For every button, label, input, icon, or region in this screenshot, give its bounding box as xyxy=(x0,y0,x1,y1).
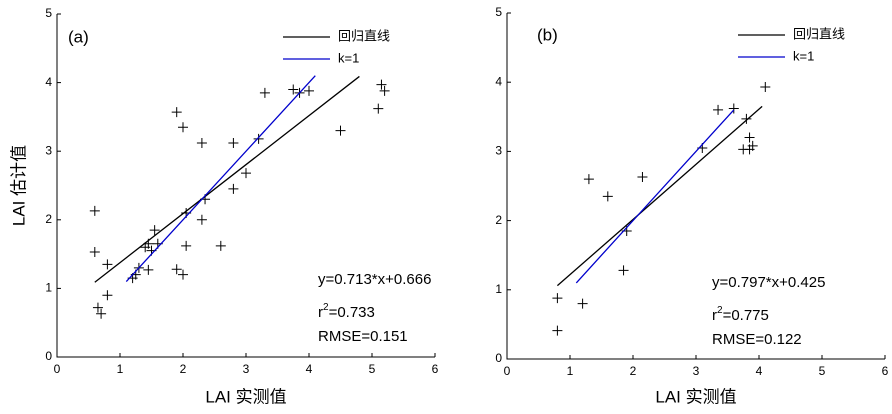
x-tick-label: 2 xyxy=(630,364,637,378)
r-squared: r2=0.733 xyxy=(318,302,375,321)
x-tick-label: 0 xyxy=(54,362,61,376)
fit-line xyxy=(125,75,316,282)
axes xyxy=(56,14,435,358)
scatter-point xyxy=(602,191,613,202)
y-tick-label: 1 xyxy=(495,282,502,296)
y-tick-label: 4 xyxy=(495,74,502,88)
x-axis-label: LAI 实测值 xyxy=(655,387,736,406)
scatter-point xyxy=(89,205,100,216)
axes xyxy=(506,13,885,360)
scatter-point xyxy=(304,85,314,96)
scatter-point xyxy=(92,302,103,313)
x-tick-label: 4 xyxy=(306,362,313,376)
scatter-point xyxy=(196,137,207,148)
scatter-point xyxy=(577,298,588,309)
y-tick-label: 3 xyxy=(45,143,52,157)
scatter-point xyxy=(583,174,594,185)
scatter-point xyxy=(552,325,563,336)
scatter-point xyxy=(741,113,752,124)
x-tick-label: 3 xyxy=(693,364,700,378)
scatter-point xyxy=(178,269,188,280)
r2-exponent: 2 xyxy=(717,305,723,316)
y-tick-label: 2 xyxy=(495,213,502,227)
scatter-point xyxy=(744,132,755,143)
panel-label: (a) xyxy=(68,27,89,46)
legend-label: k=1 xyxy=(793,48,814,63)
scatter-point xyxy=(335,125,346,136)
scatter-point xyxy=(241,168,251,179)
x-tick-label: 3 xyxy=(243,362,250,376)
equation: y=0.797*x+0.425 xyxy=(712,274,825,291)
y-tick-label: 5 xyxy=(45,6,52,20)
y-tick-label: 5 xyxy=(495,5,502,19)
scatter-point xyxy=(288,84,299,95)
x-tick-label: 4 xyxy=(756,364,763,378)
scatter-point xyxy=(228,183,239,194)
y-tick-label: 0 xyxy=(45,349,52,363)
scatter-point xyxy=(728,103,739,114)
scatter-point xyxy=(143,264,154,275)
scatter-point xyxy=(259,87,270,98)
legend-label: k=1 xyxy=(338,50,359,65)
scatter-point xyxy=(89,247,100,258)
scatter-point xyxy=(747,140,758,151)
scatter-point xyxy=(171,264,182,275)
fit-line xyxy=(575,109,735,284)
r2-value: =0.733 xyxy=(329,304,375,321)
r2-value: =0.775 xyxy=(723,307,769,324)
r2-symbol: r xyxy=(712,307,717,324)
y-tick-label: 1 xyxy=(45,281,52,295)
rmse: RMSE=0.122 xyxy=(712,331,802,348)
scatter-point xyxy=(102,259,113,270)
scatter-point xyxy=(102,290,113,301)
rmse: RMSE=0.151 xyxy=(318,328,408,345)
scatter-point xyxy=(379,85,390,96)
fit-line xyxy=(94,75,360,283)
equation: y=0.713*x+0.666 xyxy=(318,271,431,288)
x-tick-label: 1 xyxy=(117,362,124,376)
y-tick-label: 3 xyxy=(495,144,502,158)
scatter-point xyxy=(637,172,648,183)
y-tick-label: 4 xyxy=(45,75,52,89)
x-tick-label: 5 xyxy=(369,362,376,376)
y-tick-label: 2 xyxy=(45,212,52,226)
y-axis-label: LAI 估计值 xyxy=(9,145,28,226)
x-axis-label: LAI 实测值 xyxy=(205,387,286,406)
x-tick-label: 2 xyxy=(180,362,187,376)
r2-exponent: 2 xyxy=(323,302,329,313)
scatter-point xyxy=(149,225,160,236)
scatter-point xyxy=(760,82,771,93)
x-tick-label: 6 xyxy=(432,362,439,376)
scatter-point xyxy=(96,308,107,319)
scatter-point xyxy=(376,79,387,90)
scatter-point xyxy=(552,293,563,304)
y-tick-label: 0 xyxy=(495,351,502,365)
scatter-point xyxy=(181,240,192,251)
scatter-point xyxy=(228,137,239,148)
scatter-point xyxy=(713,104,724,115)
x-tick-label: 6 xyxy=(882,364,889,378)
scatter-point xyxy=(171,107,182,118)
scatter-point xyxy=(618,265,629,276)
panel-label: (b) xyxy=(537,25,558,44)
legend-label: 回归直线 xyxy=(793,26,845,41)
x-tick-label: 0 xyxy=(504,364,511,378)
scatter-point xyxy=(373,103,384,114)
scatter-point xyxy=(253,133,264,144)
x-tick-label: 5 xyxy=(819,364,826,378)
scatter-point xyxy=(215,240,226,251)
legend-label: 回归直线 xyxy=(338,28,390,43)
x-tick-label: 1 xyxy=(567,364,574,378)
scatter-point xyxy=(196,214,207,225)
r2-symbol: r xyxy=(318,304,323,321)
scatter-point xyxy=(178,122,188,133)
fit-line xyxy=(556,105,763,287)
r-squared: r2=0.775 xyxy=(712,305,769,324)
